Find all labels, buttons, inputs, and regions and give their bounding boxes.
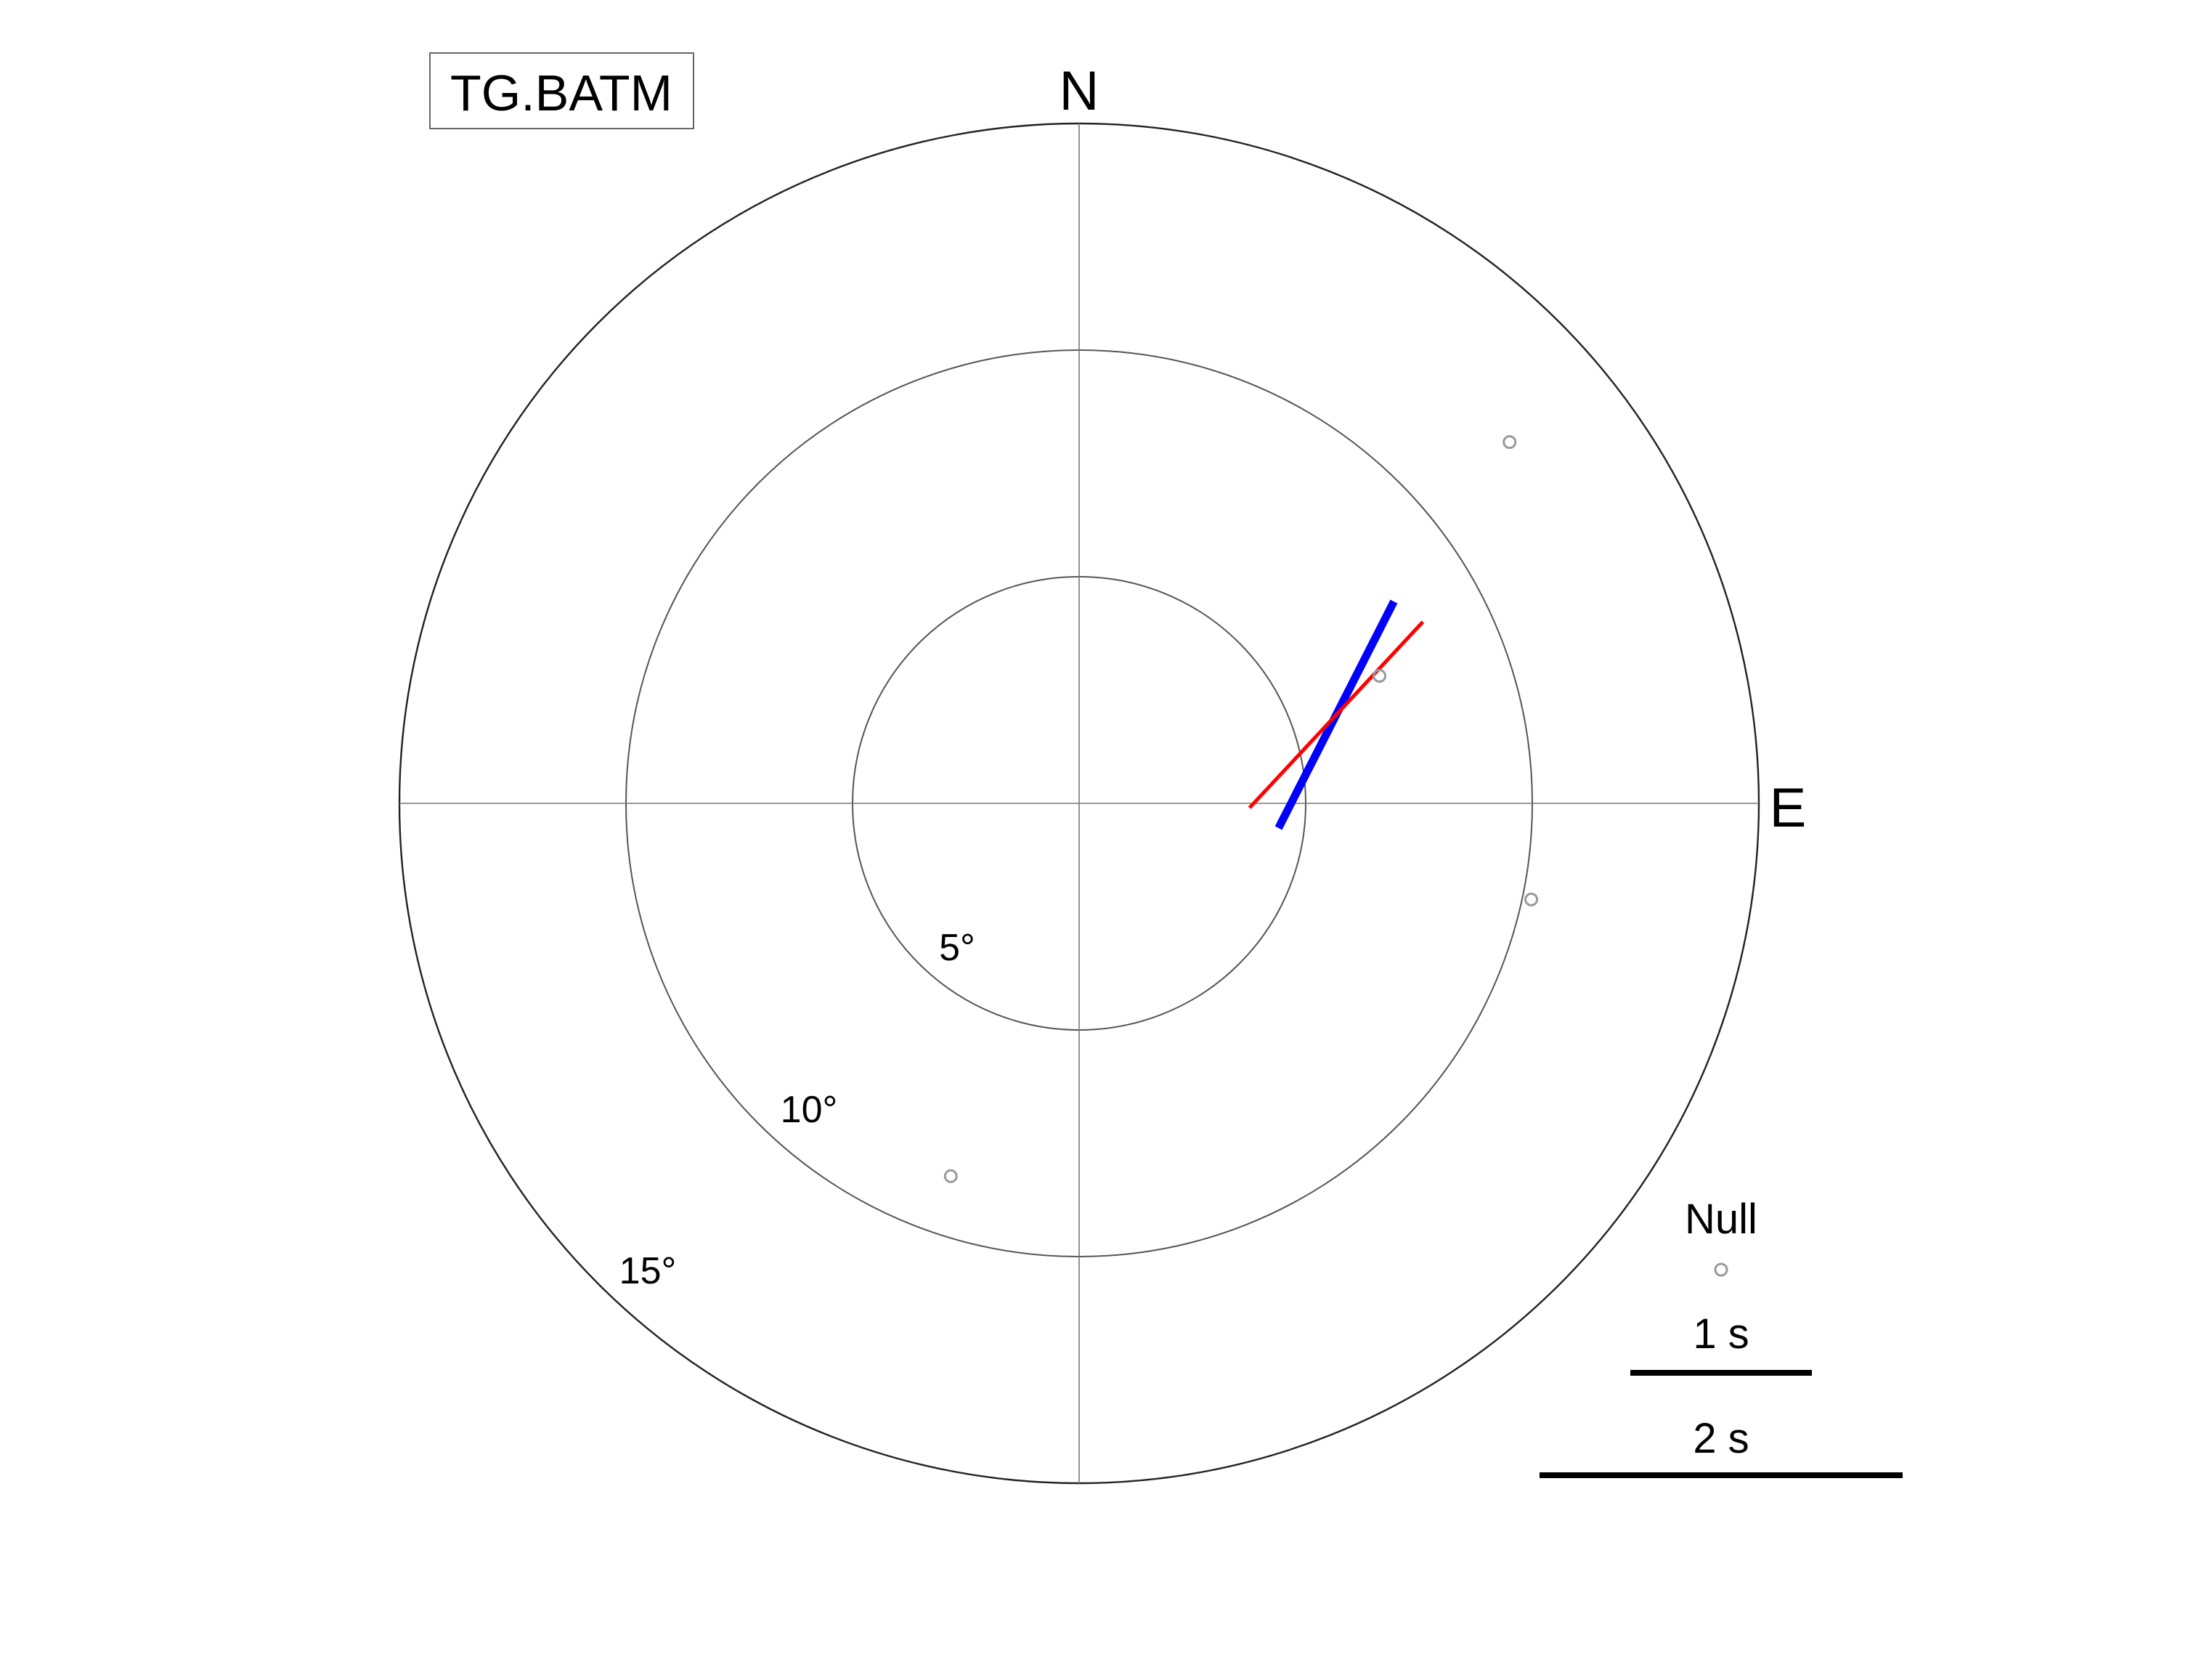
ring-label-10: 10°	[781, 1089, 838, 1131]
legend: Null 1 s 2 s	[1540, 1196, 1903, 1478]
null-marker-2	[1503, 435, 1517, 450]
east-label: E	[1770, 777, 1807, 839]
ring-label-5: 5°	[939, 927, 975, 969]
station-label-group: TG.BATM	[429, 52, 694, 129]
null-legend-label: Null	[1685, 1196, 1757, 1243]
north-label: N	[1060, 60, 1099, 122]
splitting-measurements	[1248, 599, 1425, 830]
null-marker-4	[943, 1169, 958, 1183]
station-label-box	[429, 52, 694, 129]
scale-2s-label: 2 s	[1693, 1415, 1749, 1462]
null-legend-marker	[1714, 1262, 1728, 1277]
null-measurements	[943, 435, 1539, 1183]
station-label: TG.BATM	[450, 65, 672, 121]
splitting-bar-red	[1248, 620, 1425, 809]
null-marker-3	[1524, 892, 1539, 906]
polar-grid	[398, 122, 1760, 1485]
null-marker-1	[1373, 668, 1387, 683]
scale-1s-label: 1 s	[1693, 1310, 1749, 1358]
ring-label-15: 15°	[619, 1250, 677, 1292]
